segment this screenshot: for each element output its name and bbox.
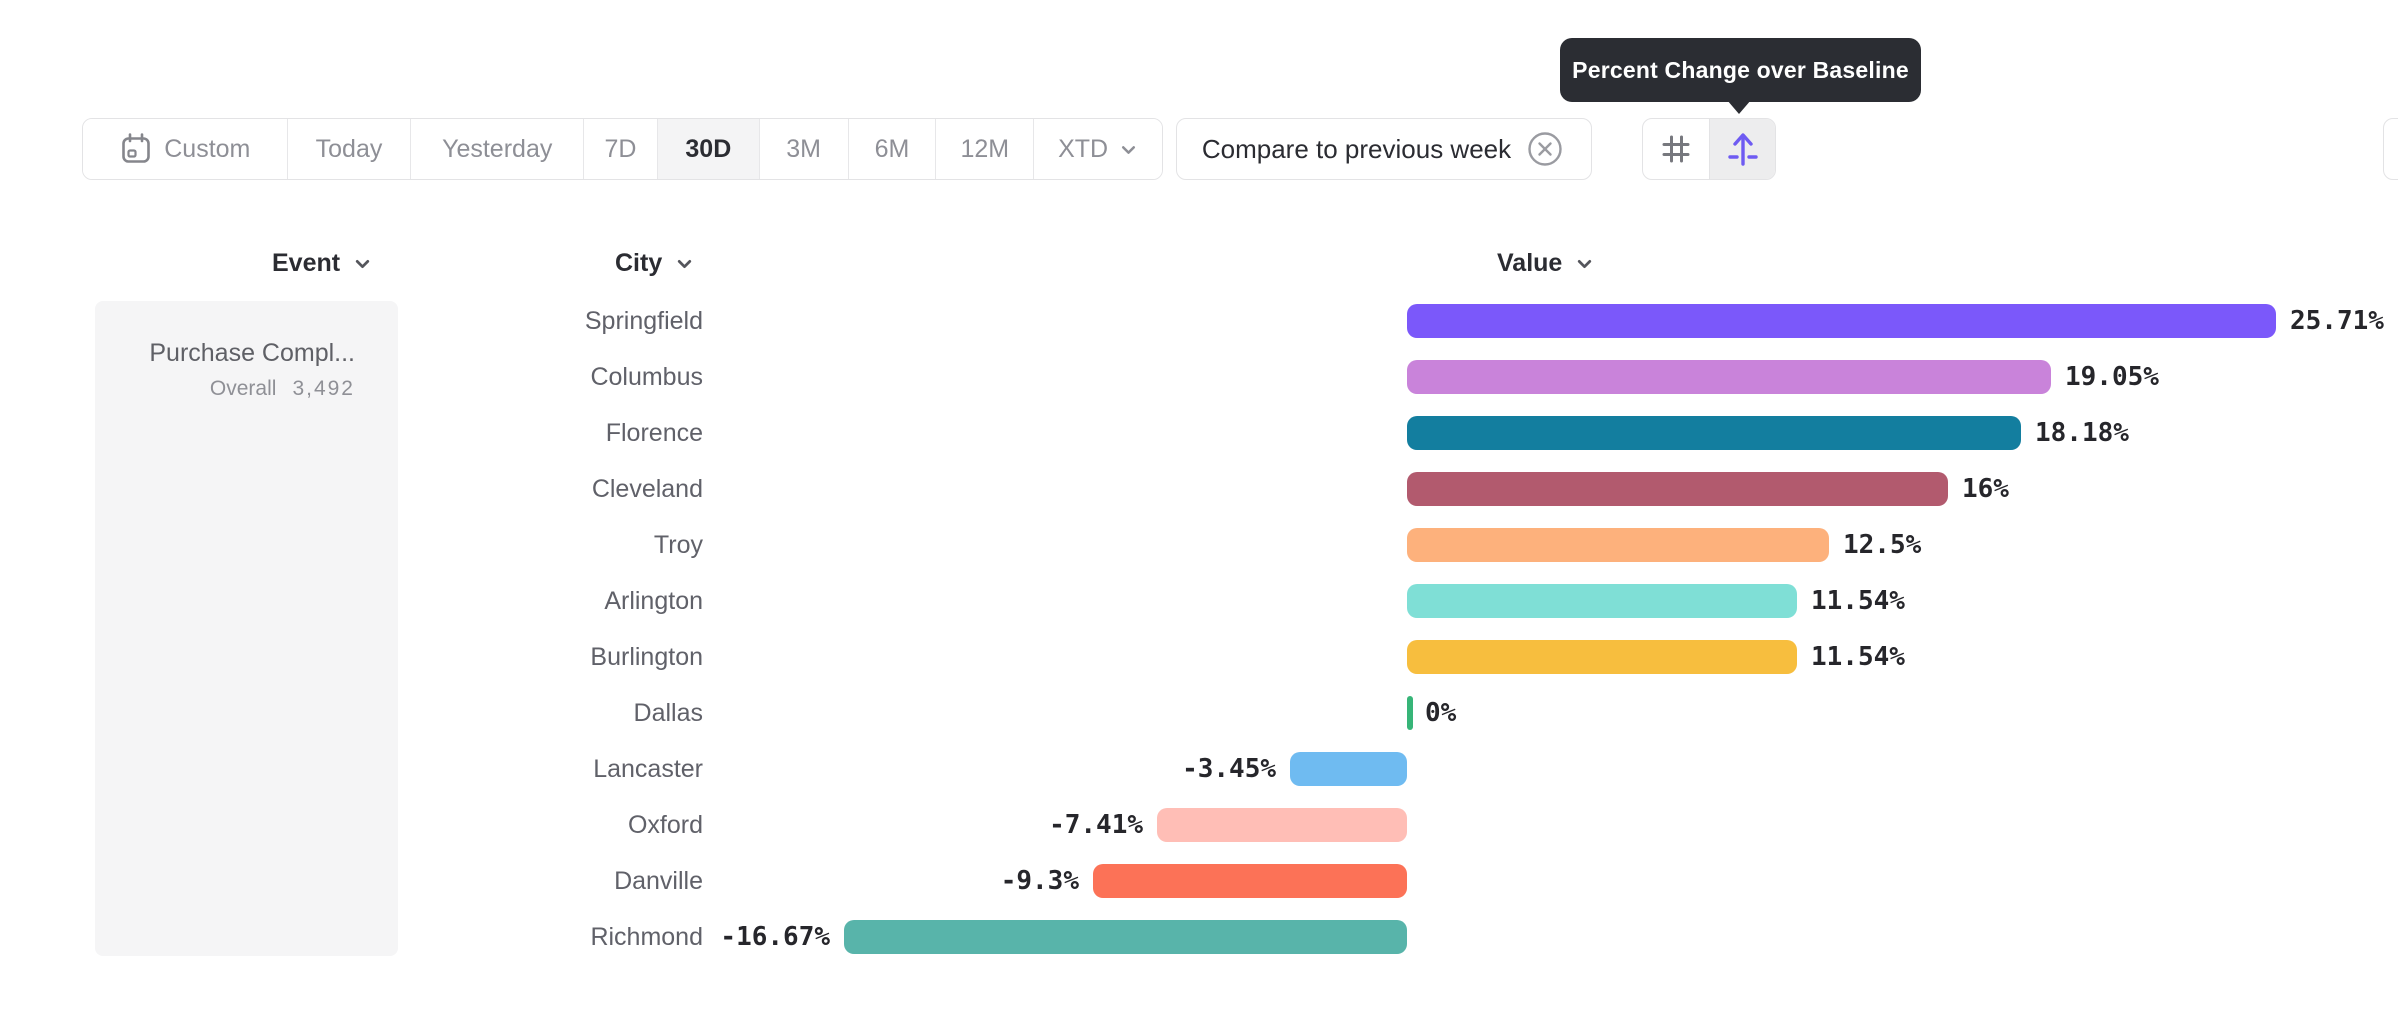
bar-richmond[interactable] [844, 920, 1407, 954]
date-range-label: 7D [604, 134, 637, 163]
city-label: Troy [653, 531, 703, 559]
bar-springfield[interactable] [1407, 304, 2276, 338]
column-header-city-label: City [615, 248, 663, 277]
bar-burlington[interactable] [1407, 640, 1797, 674]
date-range-option-custom[interactable]: Custom [83, 119, 288, 179]
date-range-option-3m[interactable]: 3M [759, 119, 849, 179]
grid-view-button[interactable] [1643, 119, 1709, 179]
date-range-option-30d[interactable]: 30D [657, 119, 760, 179]
city-label: Cleveland [591, 475, 703, 503]
bar-columbus[interactable] [1407, 360, 2051, 394]
value-label: 11.54% [1811, 586, 1905, 616]
compare-label: Compare to previous week [1201, 133, 1512, 164]
date-range-option-xtd[interactable]: XTD [1034, 119, 1162, 179]
percent-change-view-button[interactable] [1709, 119, 1775, 179]
value-label: 12.5% [1843, 530, 1922, 560]
date-range-label: Custom [164, 134, 251, 163]
city-label: Burlington [590, 643, 703, 671]
clipped-toolbar-button[interactable] [2383, 118, 2398, 180]
event-overall: Overall 3,492 [210, 377, 355, 401]
bar-cleveland[interactable] [1407, 472, 1948, 506]
event-card-purchase-completed[interactable]: Purchase Compl... Overall 3,492 [95, 301, 398, 956]
value-label: 25.71% [2290, 306, 2384, 336]
compare-to-previous-week-button[interactable]: Compare to previous week [1176, 118, 1592, 180]
column-header-value[interactable]: Value [1497, 248, 1594, 278]
value-label: -16.67% [720, 922, 830, 952]
event-title: Purchase Compl... [149, 339, 355, 367]
date-range-option-today[interactable]: Today [287, 119, 412, 179]
date-range-option-yesterday[interactable]: Yesterday [411, 119, 585, 179]
date-range-label: Today [315, 134, 383, 163]
city-label: Richmond [590, 923, 703, 951]
date-range-label: Yesterday [442, 134, 553, 163]
date-range-label: 30D [685, 134, 732, 163]
date-range-control: Custom Today Yesterday [82, 118, 1163, 180]
chevron-down-icon [355, 259, 370, 268]
bar-troy[interactable] [1407, 528, 1829, 562]
column-header-city[interactable]: City [615, 248, 694, 278]
event-overall-value: 3,492 [292, 377, 355, 400]
chevron-down-icon [1119, 140, 1138, 159]
value-label: 0% [1425, 698, 1457, 728]
date-range-label: XTD [1058, 134, 1109, 163]
city-label: Springfield [584, 307, 703, 335]
column-header-event[interactable]: Event [272, 248, 372, 278]
bar-oxford[interactable] [1157, 808, 1407, 842]
date-range-option-12m[interactable]: 12M [936, 119, 1035, 179]
bar-dallas[interactable] [1407, 696, 1413, 730]
percent-change-icon [1723, 129, 1763, 169]
date-range-label: 6M [874, 134, 910, 163]
view-toggle-group [1642, 118, 1776, 180]
city-label: Columbus [590, 363, 703, 391]
circle-x-icon[interactable] [1524, 128, 1566, 170]
grid-icon [1658, 131, 1694, 167]
city-label: Lancaster [593, 755, 703, 783]
date-range-option-6m[interactable]: 6M [848, 119, 937, 179]
value-label: 16% [1962, 474, 2009, 504]
bar-danville[interactable] [1093, 864, 1407, 898]
column-header-value-label: Value [1497, 248, 1563, 277]
bar-arlington[interactable] [1407, 584, 1797, 618]
bar-florence[interactable] [1407, 416, 2021, 450]
city-label: Dallas [633, 699, 703, 727]
tooltip-percent-change: Percent Change over Baseline [1560, 38, 1921, 102]
value-label: 11.54% [1811, 642, 1905, 672]
chevron-down-icon [1578, 259, 1592, 268]
city-label: Florence [605, 419, 703, 447]
city-label: Oxford [627, 811, 703, 839]
city-label: Arlington [604, 587, 703, 615]
value-label: -9.3% [1000, 866, 1079, 896]
bar-lancaster[interactable] [1290, 752, 1407, 786]
value-label: 18.18% [2035, 418, 2129, 448]
chevron-down-icon [678, 259, 692, 268]
date-range-option-7d[interactable]: 7D [584, 119, 658, 179]
value-label: -7.41% [1049, 810, 1143, 840]
calendar-icon [119, 132, 153, 166]
column-header-event-label: Event [272, 248, 341, 277]
event-overall-label: Overall [209, 377, 277, 400]
value-label: -3.45% [1182, 754, 1276, 784]
city-label: Danville [614, 867, 703, 895]
tooltip-caret [1727, 100, 1751, 114]
date-range-label: 3M [786, 134, 822, 163]
tooltip-text: Percent Change over Baseline [1572, 56, 1909, 83]
date-range-label: 12M [960, 134, 1010, 163]
value-label: 19.05% [2065, 362, 2159, 392]
